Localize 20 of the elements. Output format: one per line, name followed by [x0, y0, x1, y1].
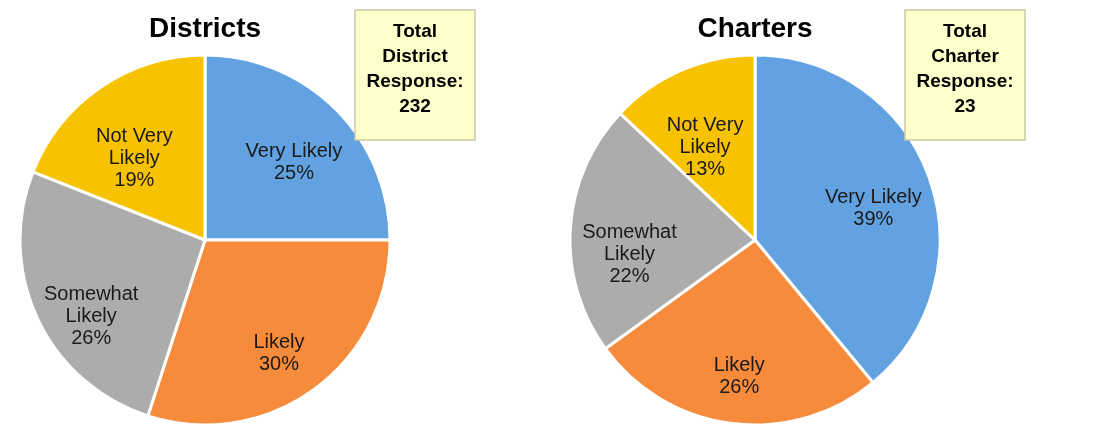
slice-label: Not Very Likely: [666, 112, 744, 157]
slice-label: Somewhat Likely: [43, 281, 139, 326]
slice-label: Likely: [713, 352, 765, 375]
data-label: 13%: [685, 156, 726, 179]
chart-title: Charters: [697, 12, 813, 43]
slice-label: Not Very Likely: [95, 123, 173, 168]
data-label: 22%: [609, 264, 650, 287]
data-label: 39%: [853, 207, 894, 230]
text: Total Charter Response: 23: [916, 20, 1014, 116]
data-label: 25%: [273, 161, 315, 184]
slice-label: Very Likely: [245, 139, 343, 162]
data-label: 26%: [719, 374, 760, 397]
data-label: 19%: [114, 167, 155, 190]
data-label: 30%: [258, 351, 300, 374]
slice-label: Likely: [253, 329, 305, 352]
chart-title: Districts: [148, 12, 262, 43]
text: Total District Response: 232: [366, 20, 464, 116]
data-label: 26%: [71, 325, 112, 348]
slice-label: Somewhat Likely: [582, 220, 678, 265]
slice-label: Very Likely: [825, 185, 922, 208]
